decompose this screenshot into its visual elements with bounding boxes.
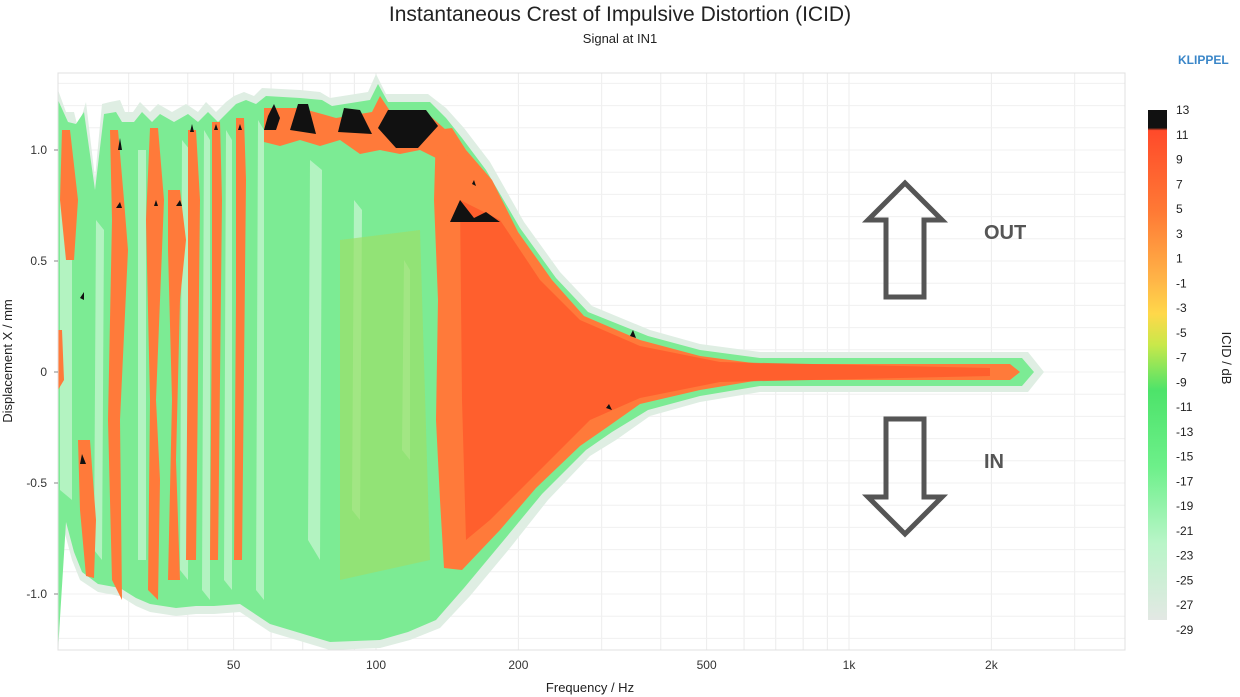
x-tick-label: 2k [985,658,999,672]
colorbar-tick-label: -27 [1176,598,1194,612]
chart-subtitle: Signal at IN1 [582,31,658,46]
x-tick-label: 200 [508,658,528,672]
y-axis: 1.0 0.5 0 -0.5 -1.0 [26,143,58,601]
colorbar-tick-label: -3 [1176,301,1187,315]
y-axis-label: Displacement X / mm [0,299,15,423]
colorbar-tick-label: -9 [1176,375,1187,389]
colorbar-tick-label: 1 [1176,252,1183,266]
colorbar-tick-label: 11 [1176,128,1189,142]
colorbar-tick-label: 9 [1176,153,1183,167]
colorbar-tick-label: -23 [1176,549,1194,563]
colorbar-tick-label: -29 [1176,623,1194,637]
in-label: IN [984,451,1004,473]
colorbar-tick-label: -11 [1176,400,1193,414]
colorbar-tick-label: 5 [1176,202,1183,216]
colorbar-tick-label: -15 [1176,450,1194,464]
colorbar-tick-label: -7 [1176,351,1187,365]
x-tick-label: 1k [843,658,857,672]
colorbar-tick-label: -25 [1176,573,1194,587]
y-tick-label: 0.5 [30,254,47,268]
x-axis: 50 100 200 500 1k 2k [227,658,999,672]
chart-title: Instantaneous Crest of Impulsive Distort… [388,3,852,26]
colorbar-ticks: 13 11 9 7 5 3 1 -1 -3 -5 -7 -9 -11 -13 -15 -17 -19 -21 -23… [1176,103,1194,637]
y-tick-label: -0.5 [26,476,47,490]
colorbar-tick-label: -19 [1176,499,1194,513]
x-tick-label: 50 [227,658,241,672]
colorbar-tick-label: 3 [1176,227,1183,241]
in-arrow-icon [861,416,949,538]
x-tick-label: 100 [366,658,386,672]
out-arrow-icon [861,179,949,300]
heatmap-green-band [340,230,430,580]
heatmap-red-core [460,200,990,540]
colorbar-tick-label: -21 [1176,524,1194,538]
colorbar-tick-label: 7 [1176,177,1183,191]
colorbar-tick-label: -1 [1176,276,1187,290]
y-tick-label: -1.0 [26,587,47,601]
x-axis-label: Frequency / Hz [546,680,634,695]
y-tick-label: 0 [40,365,47,379]
brand-logo: KLIPPEL [1178,53,1229,67]
colorbar-tick-label: 13 [1176,103,1190,117]
colorbar [1148,110,1167,620]
out-label: OUT [984,222,1026,244]
heatmap-orange-stripes [58,118,246,600]
plot-frame [57,72,1126,651]
colorbar-tick-label: -5 [1176,326,1187,340]
heatmap-area [58,74,1044,650]
colorbar-tick-label: -13 [1176,425,1194,439]
x-tick-label: 500 [697,658,717,672]
y-tick-label: 1.0 [30,143,47,157]
colorbar-label: ICID / dB [1219,332,1234,385]
colorbar-tick-label: -17 [1176,474,1194,488]
